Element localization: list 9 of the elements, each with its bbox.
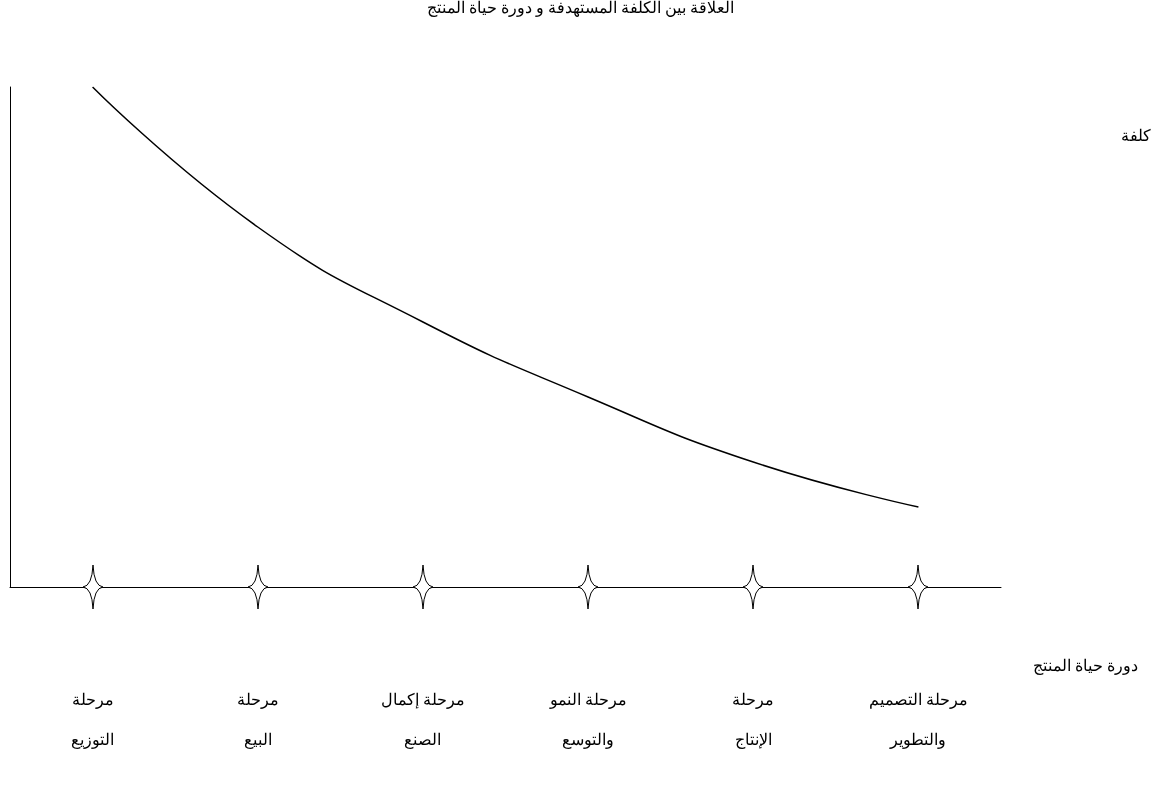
category-label: مرحلة النمو والتوسع (549, 690, 627, 748)
category-label: مرحلة التوزيع (71, 690, 115, 748)
x-axis-title: دورة حياة المنتج (1033, 656, 1138, 675)
category-label: مرحلة الإنتاج (732, 690, 775, 748)
category-label: مرحلة البيع (236, 690, 279, 748)
chart-title: العلاقة بين الكلفة المستهدفة و دورة حياة المنتج (427, 0, 734, 17)
category-label: مرحلة التصميم والتطوير (868, 690, 968, 748)
category-label: مرحلة إكمال الصنع (380, 690, 465, 748)
text: كلفة (1121, 126, 1151, 144)
